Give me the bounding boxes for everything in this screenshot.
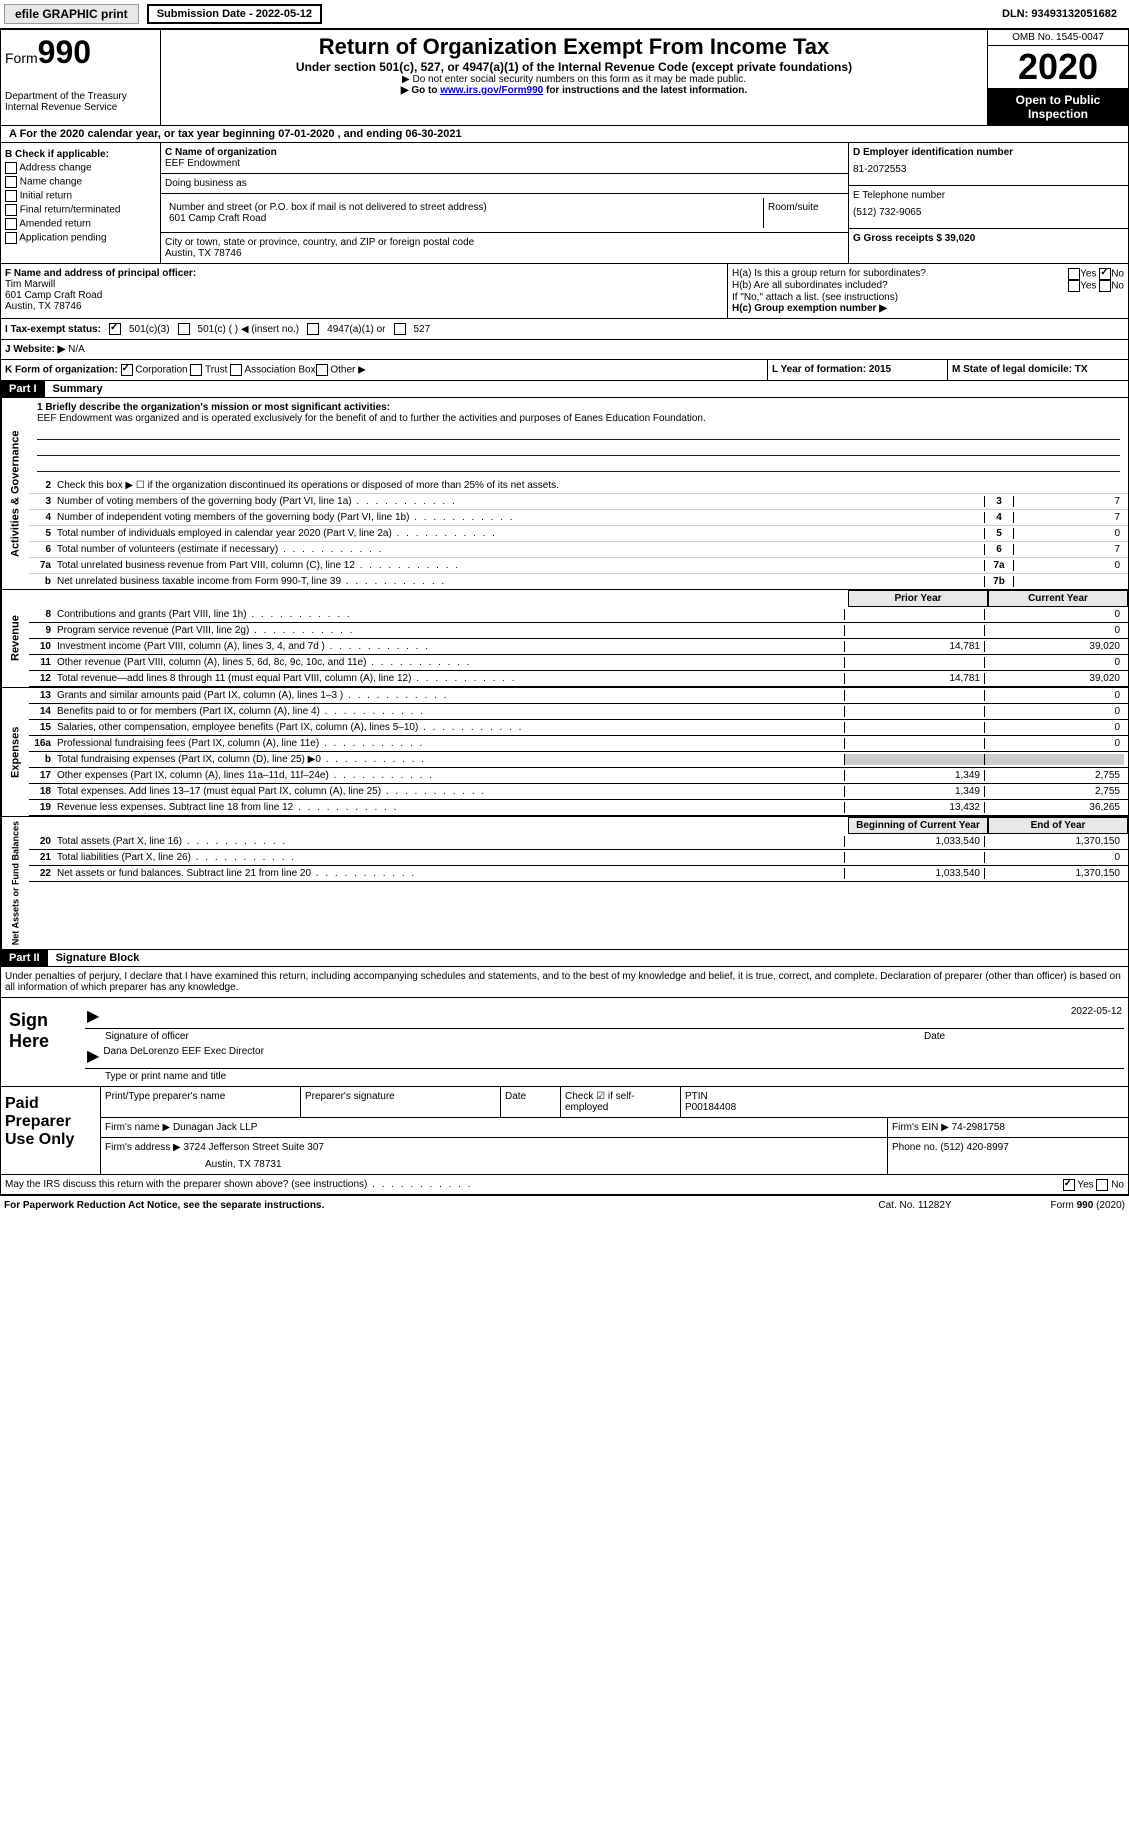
- check-final: Final return/terminated: [5, 204, 156, 216]
- part2-header: Part II Signature Block: [0, 950, 1129, 967]
- row-a: A For the 2020 calendar year, or tax yea…: [0, 126, 1129, 143]
- sign-here-section: Sign Here ▶2022-05-12 Signature of offic…: [0, 998, 1129, 1087]
- line-11: 11Other revenue (Part VIII, column (A), …: [29, 655, 1128, 671]
- form-subtitle: Under section 501(c), 527, or 4947(a)(1)…: [165, 60, 983, 74]
- fh-row: F Name and address of principal officer:…: [0, 264, 1129, 319]
- website-row: J Website: ▶ N/A: [0, 340, 1129, 360]
- line-14: 14Benefits paid to or for members (Part …: [29, 704, 1128, 720]
- inspection-label: Open to Public Inspection: [988, 89, 1128, 125]
- line-6: 6Total number of volunteers (estimate if…: [29, 542, 1128, 558]
- org-street: 601 Camp Craft Road: [169, 213, 759, 224]
- efile-button[interactable]: efile GRAPHIC print: [4, 4, 139, 24]
- paid-preparer-section: Paid Preparer Use Only Print/Type prepar…: [0, 1087, 1129, 1175]
- klm-row: K Form of organization: Corporation Trus…: [0, 360, 1129, 381]
- line-13: 13Grants and similar amounts paid (Part …: [29, 688, 1128, 704]
- declaration: Under penalties of perjury, I declare th…: [0, 967, 1129, 998]
- col-c: C Name of organizationEEF Endowment Doin…: [161, 143, 848, 263]
- line-22: 22Net assets or fund balances. Subtract …: [29, 866, 1128, 882]
- line-19: 19Revenue less expenses. Subtract line 1…: [29, 800, 1128, 816]
- top-bar: efile GRAPHIC print Submission Date - 20…: [0, 0, 1129, 29]
- section-expenses: Expenses 13Grants and similar amounts pa…: [0, 688, 1129, 817]
- section-revenue: Revenue Prior YearCurrent Year 8Contribu…: [0, 590, 1129, 688]
- line-10: 10Investment income (Part VIII, column (…: [29, 639, 1128, 655]
- firm-ein: 74-2981758: [952, 1122, 1005, 1133]
- main-info-grid: B Check if applicable: Address change Na…: [0, 143, 1129, 264]
- dept-label: Department of the Treasury Internal Reve…: [5, 91, 156, 113]
- line-b: bNet unrelated business taxable income f…: [29, 574, 1128, 589]
- col-b: B Check if applicable: Address change Na…: [1, 143, 161, 263]
- tax-year: 2020: [988, 46, 1128, 89]
- gross-receipts: G Gross receipts $ 39,020: [853, 233, 1124, 244]
- line-8: 8Contributions and grants (Part VIII, li…: [29, 607, 1128, 623]
- check-amended: Amended return: [5, 218, 156, 230]
- status-row: I Tax-exempt status: 501(c)(3) 501(c) ( …: [0, 319, 1129, 340]
- org-name: EEF Endowment: [165, 158, 844, 169]
- org-city: Austin, TX 78746: [165, 248, 844, 259]
- form-title: Return of Organization Exempt From Incom…: [165, 34, 983, 60]
- officer-name: Tim Marwill: [5, 279, 723, 290]
- section-net-assets: Net Assets or Fund Balances Beginning of…: [0, 817, 1129, 950]
- dln: DLN: 93493132051682: [994, 6, 1125, 22]
- line-15: 15Salaries, other compensation, employee…: [29, 720, 1128, 736]
- note-1: ▶ Do not enter social security numbers o…: [165, 74, 983, 85]
- firm-name: Dunagan Jack LLP: [173, 1122, 258, 1133]
- line-7a: 7aTotal unrelated business revenue from …: [29, 558, 1128, 574]
- officer-printed-name: Dana DeLorenzo EEF Exec Director: [103, 1046, 264, 1066]
- check-name: Name change: [5, 176, 156, 188]
- submission-date: Submission Date - 2022-05-12: [147, 4, 322, 24]
- line-3: 3Number of voting members of the governi…: [29, 494, 1128, 510]
- irs-link[interactable]: www.irs.gov/Form990: [440, 85, 543, 96]
- line-9: 9Program service revenue (Part VIII, lin…: [29, 623, 1128, 639]
- form-label: Form: [5, 50, 38, 66]
- check-pending: Application pending: [5, 232, 156, 244]
- line-4: 4Number of independent voting members of…: [29, 510, 1128, 526]
- check-initial: Initial return: [5, 190, 156, 202]
- discuss-row: May the IRS discuss this return with the…: [0, 1175, 1129, 1195]
- form-header: Form990 Department of the Treasury Inter…: [0, 29, 1129, 126]
- line-12: 12Total revenue—add lines 8 through 11 (…: [29, 671, 1128, 687]
- section-governance: Activities & Governance 1 Briefly descri…: [0, 398, 1129, 590]
- mission-text: EEF Endowment was organized and is opera…: [37, 413, 1120, 424]
- firm-phone: (512) 420-8997: [940, 1142, 1008, 1153]
- line-16a: 16aProfessional fundraising fees (Part I…: [29, 736, 1128, 752]
- line-b: bTotal fundraising expenses (Part IX, co…: [29, 752, 1128, 768]
- omb-number: OMB No. 1545-0047: [988, 30, 1128, 46]
- check-address: Address change: [5, 162, 156, 174]
- col-d-g: D Employer identification number81-20725…: [848, 143, 1128, 263]
- ein: 81-2072553: [853, 158, 1124, 181]
- ptin: P00184408: [685, 1102, 1124, 1113]
- line-18: 18Total expenses. Add lines 13–17 (must …: [29, 784, 1128, 800]
- form-number: 990: [38, 34, 91, 70]
- line-5: 5Total number of individuals employed in…: [29, 526, 1128, 542]
- line-20: 20Total assets (Part X, line 16)1,033,54…: [29, 834, 1128, 850]
- page-footer: For Paperwork Reduction Act Notice, see …: [0, 1195, 1129, 1215]
- part1-header: Part I Summary: [0, 381, 1129, 398]
- phone: (512) 732-9065: [853, 201, 1124, 224]
- line-17: 17Other expenses (Part IX, column (A), l…: [29, 768, 1128, 784]
- col-b-label: B Check if applicable:: [5, 149, 156, 160]
- line-21: 21Total liabilities (Part X, line 26)0: [29, 850, 1128, 866]
